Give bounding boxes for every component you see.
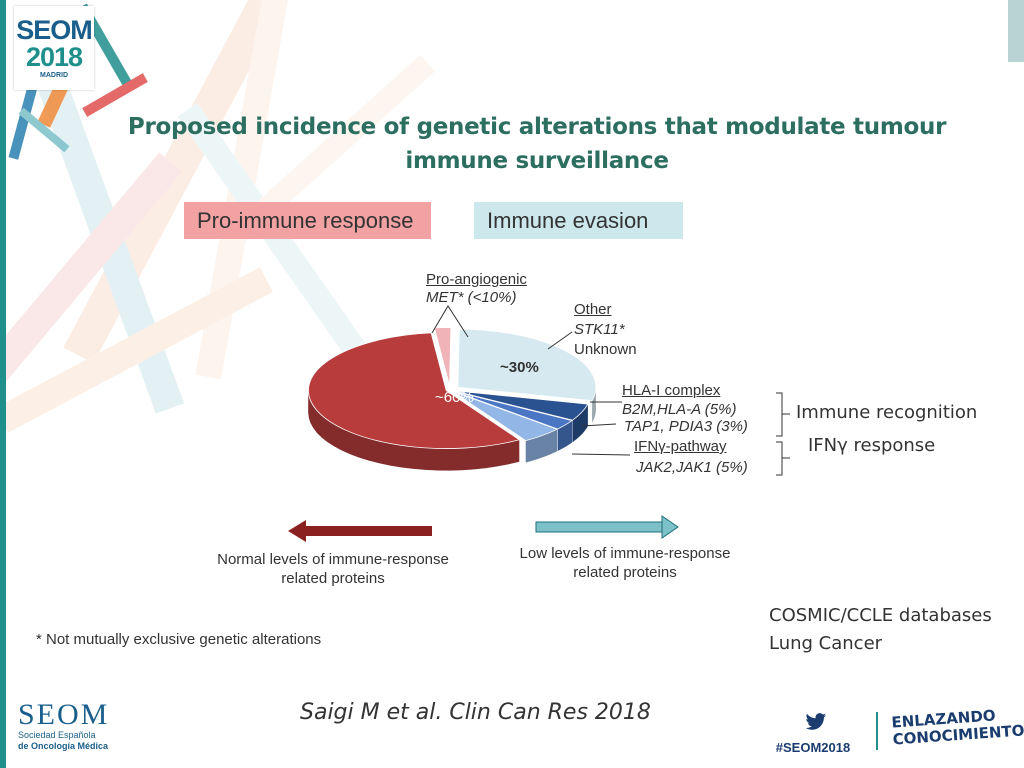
pie-slice-side-1	[592, 387, 596, 423]
seom-2018-logo: SEOM 2018 MADRID	[14, 6, 94, 90]
slice-label-30: ~30%	[500, 359, 539, 376]
ifng-detail: JAK2,JAK1 (5%)	[636, 459, 748, 476]
pie-slice-3	[453, 390, 574, 430]
pie-slice-side-2	[572, 404, 588, 443]
hashtag: #SEOM2018	[775, 740, 851, 755]
twitter-icon	[805, 713, 827, 730]
normal-levels-arrow	[288, 520, 432, 542]
pie-slice-side-3	[557, 420, 573, 451]
pie-slice-2	[453, 390, 589, 421]
leader-tap	[581, 423, 617, 427]
pie-slice-5	[433, 327, 452, 386]
citation: Saigi M et al. Clin Can Res 2018	[300, 700, 651, 725]
ifng-heading: IFNγ-pathway	[634, 438, 727, 455]
hla-detail: B2M,HLA-A (5%)	[622, 401, 737, 418]
pie-slice-side-0	[308, 390, 520, 471]
brace-immune-recognition	[776, 392, 790, 437]
pro-immune-badge: Pro-immune response	[184, 202, 431, 239]
seom-footer-word: SEOM	[18, 698, 110, 731]
pro-angiogenic-detail: MET* (<10%)	[426, 289, 517, 306]
ifng-response-label: IFNγ response	[808, 435, 936, 456]
seom-footer-sub-1: Sociedad Española	[18, 730, 96, 740]
pie-slice-4	[452, 390, 559, 442]
tap-detail: TAP1, PDIA3 (3%)	[624, 418, 748, 435]
hla-heading: HLA-I complex	[622, 382, 721, 399]
seom-footer-sub-2: de Oncología Médica	[18, 741, 109, 751]
leader-ifng	[571, 453, 631, 456]
left-edge-bar	[0, 0, 6, 768]
footer-divider	[876, 712, 878, 750]
normal-levels-caption: Normal levels of immune-response related…	[217, 551, 449, 587]
other-heading: Other	[574, 301, 612, 318]
logo-year: 2018	[25, 42, 83, 72]
leader-other	[547, 331, 573, 350]
slice-label-60: ~60%	[435, 389, 474, 406]
pie-slice-1	[457, 328, 597, 402]
logo-brand: SEOM	[16, 15, 93, 45]
pro-angiogenic-heading: Pro-angiogenic	[426, 271, 527, 288]
corner-tab	[1008, 0, 1024, 62]
source-line-1: COSMIC/CCLE databases	[769, 605, 992, 626]
low-levels-arrow	[535, 515, 679, 539]
seom-footer-logo: SEOM Sociedad Española de Oncología Médi…	[18, 700, 109, 752]
logo-city: MADRID	[40, 72, 68, 79]
other-detail: STK11*	[574, 321, 625, 338]
brace-ifng-response	[776, 441, 790, 476]
low-levels-caption: Low levels of immune-response related pr…	[519, 545, 731, 581]
other-detail-2: Unknown	[574, 341, 637, 358]
pie-slice-side-4	[525, 429, 557, 463]
immune-evasion-badge: Immune evasion	[474, 202, 683, 239]
source-databases: COSMIC/CCLE databases Lung Cancer	[769, 602, 992, 658]
slide-title: Proposed incidence of genetic alteration…	[127, 114, 947, 174]
footnote: * Not mutually exclusive genetic alterat…	[36, 631, 322, 648]
pie-slice-0	[308, 332, 521, 449]
immune-recognition-label: Immune recognition	[796, 402, 978, 423]
source-line-2: Lung Cancer	[769, 633, 883, 654]
leader-pro-angiogenic	[431, 305, 469, 338]
